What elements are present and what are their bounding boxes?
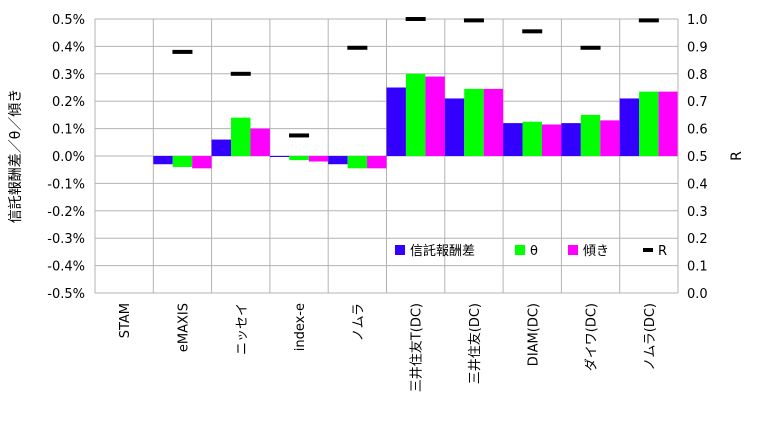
bar bbox=[347, 156, 368, 169]
bar bbox=[250, 128, 270, 156]
category-label: eMAXIS bbox=[176, 303, 191, 352]
y-tick-label: 0.0% bbox=[52, 150, 85, 165]
right-tick-labels: 1.0 0.9 0.8 0.7 0.6 0.5 0.4 0.3 0.2 0.1 0.0 bbox=[687, 13, 708, 302]
bar bbox=[328, 156, 348, 165]
legend-label: 傾き bbox=[583, 244, 609, 259]
y2-tick-label: 0.1 bbox=[687, 260, 708, 275]
bar bbox=[172, 156, 193, 167]
bar bbox=[405, 73, 426, 156]
r-marker bbox=[405, 17, 426, 21]
r-marker bbox=[230, 71, 251, 76]
legend-swatch bbox=[643, 248, 653, 252]
r-marker bbox=[463, 18, 484, 23]
y2-tick-label: 0.2 bbox=[687, 232, 708, 247]
legend-swatch bbox=[395, 245, 405, 255]
y-tick-label: -0.1% bbox=[47, 177, 85, 192]
category-label: STAM bbox=[118, 303, 133, 338]
category-labels: STAM eMAXIS ニッセイ index-e ノムラ 三井住友T(DC) 三井住友(DC… bbox=[118, 303, 658, 392]
bar bbox=[619, 98, 640, 156]
y-axis-title: 信託報酬差／θ／傾き bbox=[8, 89, 24, 224]
bar bbox=[503, 123, 523, 156]
r-marker bbox=[638, 18, 659, 23]
y2-axis-title: R bbox=[729, 151, 745, 161]
legend-swatch bbox=[515, 245, 525, 255]
category-label: ダイワ(DC) bbox=[585, 303, 600, 371]
y2-tick-label: 0.8 bbox=[687, 68, 708, 83]
y2-tick-label: 0.6 bbox=[687, 123, 708, 138]
category-label: DIAM(DC) bbox=[526, 303, 541, 366]
y2-tick-label: 0.4 bbox=[687, 177, 708, 192]
bar bbox=[561, 123, 581, 156]
bar bbox=[289, 156, 309, 161]
legend-label: θ bbox=[530, 244, 538, 259]
axes bbox=[94, 19, 679, 294]
y2-tick-label: 0.9 bbox=[687, 40, 708, 55]
bar bbox=[367, 156, 387, 169]
r-marker bbox=[172, 49, 193, 54]
y-tick-label: -0.3% bbox=[47, 232, 85, 247]
bar bbox=[192, 156, 212, 169]
bar bbox=[522, 121, 542, 156]
category-label: 三井住友(DC) bbox=[467, 303, 483, 384]
y-tick-label: 0.1% bbox=[52, 123, 85, 138]
y-tick-label: 0.3% bbox=[52, 68, 85, 83]
r-marker bbox=[580, 45, 601, 50]
legend-label: R bbox=[658, 244, 667, 259]
bar bbox=[269, 156, 290, 157]
bars bbox=[153, 73, 678, 169]
bar bbox=[386, 87, 406, 156]
category-label: 三井住友T(DC) bbox=[409, 303, 425, 392]
bar bbox=[600, 120, 620, 156]
r-markers bbox=[172, 17, 659, 138]
bar bbox=[425, 76, 445, 156]
y2-tick-label: 0.0 bbox=[687, 287, 708, 302]
category-label: ノムラ bbox=[351, 303, 366, 341]
category-label: index-e bbox=[293, 303, 308, 351]
bar bbox=[211, 139, 232, 156]
bar bbox=[308, 156, 329, 162]
y-tick-label: 0.4% bbox=[52, 40, 85, 55]
bar bbox=[541, 124, 562, 156]
y-tick-label: -0.2% bbox=[47, 205, 85, 220]
y-tick-label: 0.2% bbox=[52, 95, 85, 110]
bar bbox=[483, 88, 504, 156]
category-label: ニッセイ bbox=[235, 303, 250, 355]
y2-tick-label: 0.5 bbox=[687, 150, 708, 165]
legend-label: 信託報酬差 bbox=[410, 243, 475, 259]
y-tick-label: -0.5% bbox=[47, 287, 85, 302]
left-tick-labels: 0.5% 0.4% 0.3% 0.2% 0.1% 0.0% -0.1% -0.2% -0.3% -… bbox=[47, 13, 85, 302]
bar bbox=[658, 91, 678, 156]
y2-tick-label: 0.7 bbox=[687, 95, 708, 110]
bar bbox=[153, 156, 173, 165]
category-label: ノムラ(DC) bbox=[643, 303, 658, 371]
bar bbox=[639, 91, 659, 156]
y2-tick-label: 1.0 bbox=[687, 13, 708, 28]
bar bbox=[464, 88, 484, 156]
bar bbox=[444, 98, 465, 156]
legend: 信託報酬差 θ 傾き R bbox=[395, 243, 667, 259]
legend-swatch bbox=[568, 245, 578, 255]
y2-tick-label: 0.3 bbox=[687, 205, 708, 220]
bar bbox=[231, 117, 251, 156]
r-marker bbox=[522, 29, 543, 34]
r-marker bbox=[289, 133, 310, 138]
y-tick-label: -0.4% bbox=[47, 260, 85, 275]
bar bbox=[580, 114, 601, 156]
y-tick-label: 0.5% bbox=[52, 13, 85, 28]
r-marker bbox=[347, 45, 368, 50]
